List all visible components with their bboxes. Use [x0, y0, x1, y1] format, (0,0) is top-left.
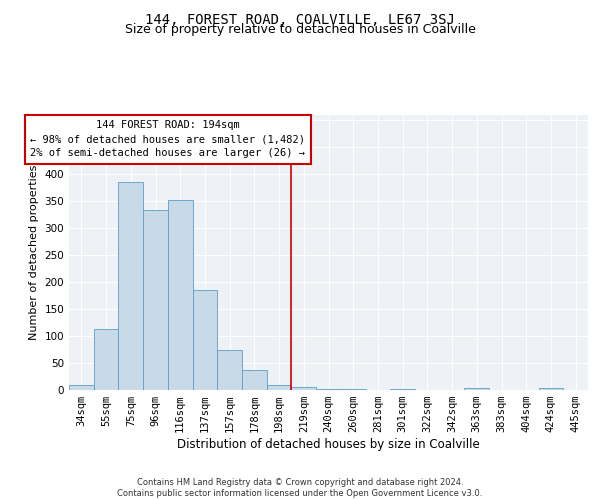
Bar — [217, 350, 242, 390]
Bar — [267, 384, 292, 390]
Text: 144, FOREST ROAD, COALVILLE, LE67 3SJ: 144, FOREST ROAD, COALVILLE, LE67 3SJ — [145, 12, 455, 26]
Text: 144 FOREST ROAD: 194sqm
← 98% of detached houses are smaller (1,482)
2% of semi-: 144 FOREST ROAD: 194sqm ← 98% of detache… — [31, 120, 305, 158]
Bar — [168, 200, 193, 390]
Bar — [539, 388, 563, 390]
Bar — [69, 384, 94, 390]
Bar — [118, 182, 143, 390]
Bar — [464, 388, 489, 390]
Bar — [143, 210, 168, 390]
Text: Size of property relative to detached houses in Coalville: Size of property relative to detached ho… — [125, 24, 475, 36]
X-axis label: Distribution of detached houses by size in Coalville: Distribution of detached houses by size … — [177, 438, 480, 451]
Bar — [193, 290, 217, 390]
Text: Contains HM Land Registry data © Crown copyright and database right 2024.
Contai: Contains HM Land Registry data © Crown c… — [118, 478, 482, 498]
Y-axis label: Number of detached properties: Number of detached properties — [29, 165, 39, 340]
Bar — [292, 387, 316, 390]
Bar — [242, 370, 267, 390]
Bar — [94, 329, 118, 390]
